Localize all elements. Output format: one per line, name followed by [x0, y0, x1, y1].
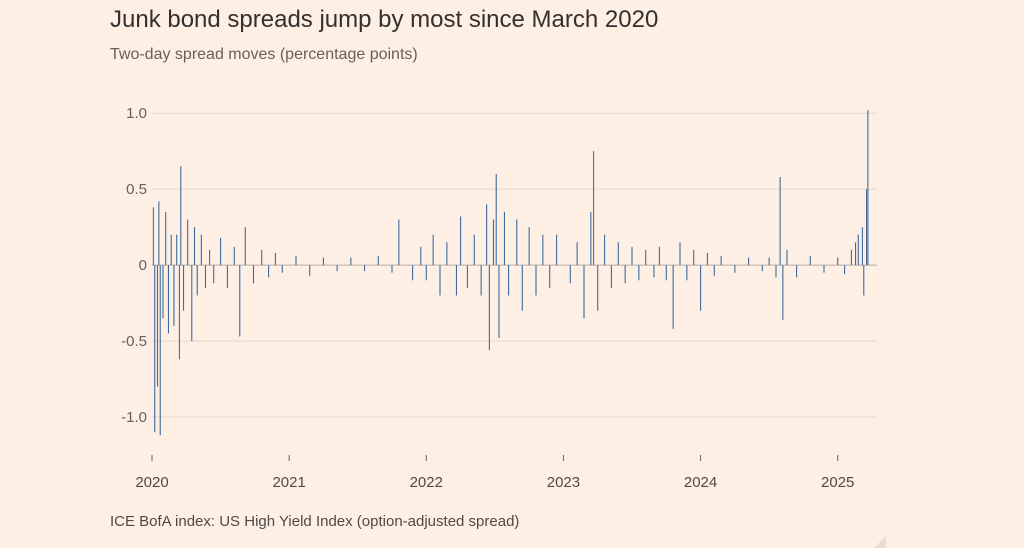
x-tick-label: 2021 [272, 474, 305, 491]
gridlines [152, 112, 877, 418]
x-tick-label: 2023 [547, 474, 580, 491]
y-tick-label: -0.5 [121, 333, 147, 350]
page-corner-fold [874, 536, 886, 548]
bars [152, 110, 869, 436]
chart-title: Junk bond spreads jump by most since Mar… [110, 6, 659, 33]
y-tick-label: 1.0 [126, 105, 147, 122]
x-tick-label: 2020 [135, 474, 168, 491]
axes: 1.0 0.5 0 -0.5 -1.0 2020 2021 2022 2023 2024 2025 [121, 105, 854, 491]
y-tick-label: 0 [139, 257, 147, 274]
y-tick-label: 0.5 [126, 181, 147, 198]
source-note: ICE BofA index: US High Yield Index (opt… [110, 513, 520, 530]
y-tick-label: -1.0 [121, 409, 147, 426]
x-tick-label: 2025 [821, 474, 854, 491]
x-tick-label: 2022 [410, 474, 443, 491]
chart-subtitle: Two-day spread moves (percentage points) [110, 46, 418, 63]
x-tick-label: 2024 [684, 474, 717, 491]
